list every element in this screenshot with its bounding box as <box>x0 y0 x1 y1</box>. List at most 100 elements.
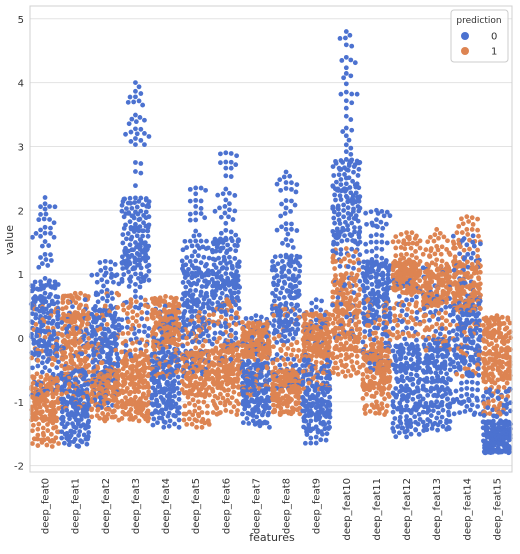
swarm-point-0-s0-80 <box>52 301 57 306</box>
swarm-point-8-s0-194 <box>282 334 287 339</box>
swarm-point-11-s0-23 <box>385 241 390 246</box>
swarm-point-5-s0-35 <box>201 255 206 260</box>
swarm-point-9-s0-428 <box>324 438 329 443</box>
swarm-point-10-s1-194 <box>339 259 344 264</box>
swarm-point-5-s0-19 <box>193 239 198 244</box>
swarm-point-3-s1-216 <box>137 323 142 328</box>
swarm-point-11-s0-25 <box>374 246 379 251</box>
swarm-point-8-s0-37 <box>273 254 278 259</box>
swarm-point-3-s0-28 <box>133 160 138 165</box>
swarm-point-10-s1-392 <box>332 346 337 351</box>
swarm-point-4-s0-429 <box>167 424 172 429</box>
swarm-point-3-s1-200 <box>126 305 131 310</box>
swarm-point-6-s1-410 <box>215 396 220 401</box>
swarm-point-6-s0-30 <box>229 230 234 235</box>
swarm-point-10-s1-396 <box>342 347 347 352</box>
swarm-point-3-s1-214 <box>126 319 131 324</box>
swarm-point-8-s0-9 <box>289 187 294 192</box>
swarm-point-8-s1-220 <box>275 357 280 362</box>
swarm-point-0-s0-221 <box>43 365 48 370</box>
swarm-point-5-s0-23 <box>182 239 187 244</box>
swarm-point-6-s1-290 <box>213 356 218 361</box>
swarm-point-0-s0-116 <box>55 316 60 321</box>
swarm-point-5-s1-344 <box>193 375 198 380</box>
swarm-point-10-s1-345 <box>355 327 360 332</box>
swarm-point-5-s1-426 <box>202 420 207 425</box>
swarm-point-8-s0-14 <box>279 202 284 207</box>
swarm-point-5-s0-90 <box>204 284 209 289</box>
swarm-point-10-s0-126 <box>347 216 352 221</box>
swarm-point-1-s1-14 <box>76 296 81 301</box>
swarm-point-3-s0-29 <box>138 161 143 166</box>
swarm-point-10-s0-14 <box>344 81 349 86</box>
swarm-point-0-s1-231 <box>39 375 44 380</box>
swarm-point-2-s1-431 <box>103 419 108 424</box>
swarm-point-3-s1-238 <box>130 341 135 346</box>
swarm-point-10-s1-375 <box>338 336 343 341</box>
swarm-point-5-s0-75 <box>200 275 205 280</box>
swarm-point-4-s1-29 <box>157 303 162 308</box>
swarm-point-11-s0-75 <box>374 275 379 280</box>
swarm-point-2-s0-32 <box>110 296 115 301</box>
swarm-point-6-s0-4 <box>223 160 228 165</box>
swarm-point-2-s0-1 <box>108 259 113 264</box>
swarm-point-6-s1-402 <box>210 389 215 394</box>
swarm-point-8-s0-100 <box>278 290 283 295</box>
swarm-point-1-s1-86 <box>85 322 90 327</box>
swarm-point-8-s0-65 <box>279 270 284 275</box>
swarm-point-10-s1-411 <box>343 356 348 361</box>
swarm-point-8-s0-90 <box>290 285 295 290</box>
swarm-point-0-s1-394 <box>33 417 38 422</box>
swarm-point-3-s0-30 <box>133 169 138 174</box>
swarm-point-10-s1-415 <box>333 361 338 366</box>
swarm-point-0-s0-23 <box>40 244 45 249</box>
swarm-point-0-s1-316 <box>51 395 56 400</box>
swarm-point-3-s1-249 <box>119 350 124 355</box>
swarm-point-11-s0-24 <box>363 242 368 247</box>
swarm-point-6-s0-8 <box>223 166 228 171</box>
swarm-point-0-s0-27 <box>44 257 49 262</box>
swarm-point-8-s0-72 <box>272 275 277 280</box>
swarm-point-2-s1-418 <box>111 410 116 415</box>
swarm-point-7-s0-353 <box>254 393 259 398</box>
swarm-point-4-s0-321 <box>168 375 173 380</box>
swarm-point-10-s0-105 <box>341 203 346 208</box>
swarm-point-5-s1-400 <box>186 395 191 400</box>
swarm-point-2-s0-31 <box>100 296 105 301</box>
swarm-point-8-s1-193 <box>277 334 282 339</box>
swarm-point-6-s1-317 <box>211 363 216 368</box>
swarm-point-6-s0-13 <box>227 191 232 196</box>
swarm-point-10-s1-406 <box>335 355 340 360</box>
swarm-point-0-s0-32 <box>43 276 48 281</box>
swarm-point-8-s0-212 <box>275 352 280 357</box>
swarm-point-0-s1-406 <box>51 426 56 431</box>
swarm-point-5-s1-423 <box>194 418 199 423</box>
swarm-point-10-s0-136 <box>345 223 350 228</box>
swarm-point-5-s1-429 <box>207 422 212 427</box>
swarm-point-10-s0-316 <box>344 315 349 320</box>
swarm-point-3-s0-90 <box>126 231 131 236</box>
swarm-point-3-s0-159 <box>139 266 144 271</box>
swarm-point-0-s0-19 <box>52 235 57 240</box>
swarm-point-5-s0-8 <box>193 204 198 209</box>
swarm-point-6-s0-144 <box>236 290 241 295</box>
swarm-point-7-s0-423 <box>241 420 246 425</box>
swarm-point-7-s0-430 <box>257 423 262 428</box>
swarm-point-0-s0-28 <box>49 258 54 263</box>
swarm-point-6-s1-388 <box>212 382 217 387</box>
swarm-point-5-s0-124 <box>181 303 186 308</box>
swarm-point-4-s1-189 <box>176 337 181 342</box>
swarm-point-10-s0-30 <box>348 146 353 151</box>
swarm-point-8-s0-53 <box>289 264 294 269</box>
swarm-point-6-s1-417 <box>236 401 241 406</box>
swarm-point-3-s0-27 <box>142 142 147 147</box>
swarm-point-0-s0-11 <box>52 220 57 225</box>
swarm-point-10-s0-31 <box>344 149 349 154</box>
swarm-point-6-s1-421 <box>232 404 237 409</box>
swarm-point-5-s0-92 <box>193 288 198 293</box>
swarm-point-7-s0-431 <box>267 425 272 430</box>
swarm-point-11-s0-5 <box>376 211 381 216</box>
swarm-point-4-s0-417 <box>173 414 178 419</box>
swarm-point-8-s1-210 <box>279 348 284 353</box>
swarm-point-10-s0-54 <box>338 167 343 172</box>
